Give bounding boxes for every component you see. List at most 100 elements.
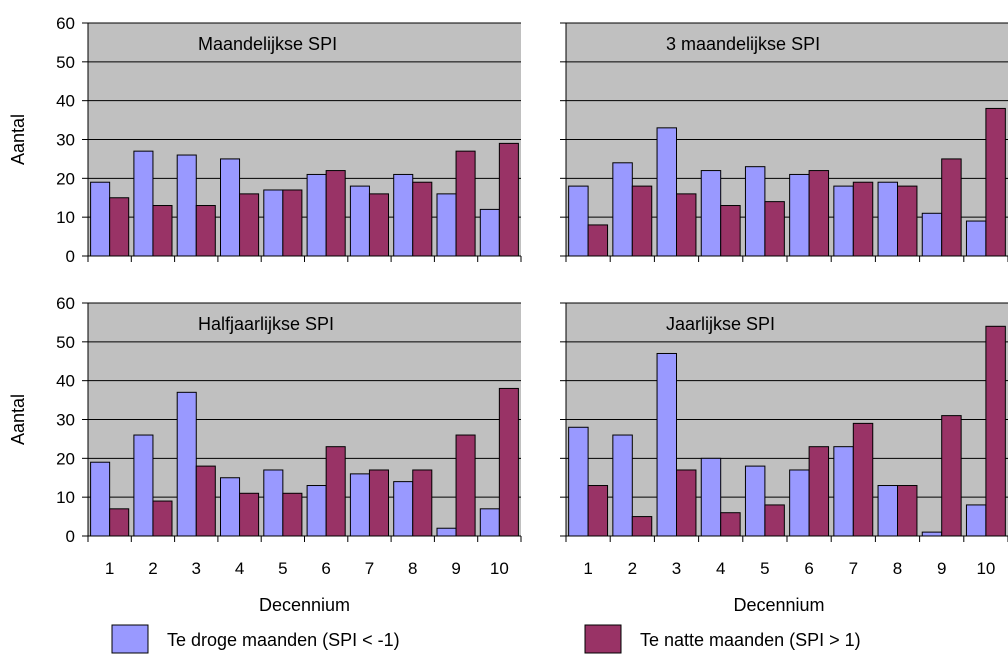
bar-wet	[368, 469, 390, 537]
bar-dry	[612, 434, 633, 537]
y-tick-label: 60	[56, 14, 75, 33]
bar-dry	[479, 208, 500, 257]
y-tick-label: 0	[66, 247, 75, 266]
legend-swatch-wet	[584, 624, 622, 654]
y-tick-label: 50	[56, 333, 75, 352]
bar-dry	[133, 434, 154, 537]
bar-dry	[568, 426, 589, 537]
bar-dry	[744, 465, 766, 537]
legend-swatch-dry	[111, 624, 149, 654]
x-tick-label: 6	[804, 559, 813, 578]
bar-dry	[436, 527, 457, 537]
x-tick-label: 6	[321, 559, 330, 578]
bar-wet	[412, 181, 433, 257]
bar-dry	[220, 158, 241, 257]
x-axis-title: Decennium	[259, 595, 350, 615]
bar-wet	[109, 197, 130, 257]
x-tick-label: 5	[760, 559, 769, 578]
y-tick-label: 40	[56, 92, 75, 111]
bar-dry	[965, 220, 987, 257]
bar-wet	[808, 170, 830, 257]
chart-panel: 0 10 20 30 40 50 60 1 2 3 4 5 6 7 8 9 10 Decennium Halfjaa…	[8, 294, 522, 615]
bar-wet	[676, 469, 697, 537]
y-tick-label: 30	[56, 411, 75, 430]
x-tick-label: 7	[365, 559, 374, 578]
bar-wet	[631, 516, 653, 537]
bar-wet	[195, 465, 216, 537]
x-tick-label: 8	[893, 559, 902, 578]
bar-wet	[455, 434, 476, 537]
bar-dry	[921, 531, 943, 537]
panel-title: Halfjaarlijkse SPI	[198, 314, 334, 334]
bar-wet	[282, 492, 303, 537]
x-tick-label: 9	[451, 559, 460, 578]
bar-dry	[965, 504, 987, 537]
bar-dry	[349, 473, 370, 537]
bar-wet	[325, 170, 346, 257]
y-axis-title: Aantal	[8, 114, 28, 165]
bar-wet	[720, 205, 741, 257]
bar-dry	[789, 469, 810, 537]
bar-wet	[412, 469, 433, 537]
bar-dry	[306, 173, 327, 257]
bar-wet	[109, 508, 130, 537]
bar-wet	[764, 504, 785, 537]
x-tick-label: 3	[672, 559, 681, 578]
bar-wet	[852, 422, 874, 537]
chart-panel: 1 2 3 4 5 6 7 8 9 10 Decennium Jaarlijkse SPI	[560, 302, 1008, 615]
y-tick-label: 40	[56, 372, 75, 391]
bar-wet	[676, 193, 697, 257]
bar-wet	[897, 185, 918, 257]
bar-wet	[587, 224, 609, 257]
bar-wet	[195, 205, 216, 257]
bar-dry	[833, 185, 854, 257]
x-tick-label: 1	[583, 559, 592, 578]
bar-dry	[393, 481, 414, 537]
bar-wet	[808, 446, 830, 537]
bar-wet	[325, 446, 346, 537]
bar-dry	[877, 485, 898, 537]
bar-dry	[220, 477, 241, 537]
bar-wet	[498, 142, 519, 257]
bar-wet	[941, 415, 962, 537]
bar-dry	[393, 173, 414, 257]
bar-wet	[498, 387, 519, 537]
bar-dry	[656, 352, 677, 537]
bar-wet	[897, 485, 918, 537]
x-tick-label: 3	[192, 559, 201, 578]
y-tick-label: 0	[66, 527, 75, 546]
y-tick-label: 10	[56, 488, 75, 507]
y-tick-label: 20	[56, 449, 75, 468]
bar-wet	[152, 500, 173, 537]
bar-wet	[985, 325, 1006, 537]
bar-dry	[436, 193, 457, 257]
chart-panel: 0 10 20 30 40 50 60 Maandelijkse SPI Aantal	[8, 14, 522, 266]
x-tick-label: 9	[937, 559, 946, 578]
bar-dry	[479, 508, 500, 537]
bar-wet	[985, 107, 1006, 257]
bar-wet	[152, 205, 173, 257]
bar-wet	[631, 185, 653, 257]
x-tick-label: 8	[408, 559, 417, 578]
bar-dry	[789, 173, 810, 257]
y-tick-label: 50	[56, 53, 75, 72]
x-tick-label: 1	[105, 559, 114, 578]
panel-title: Maandelijkse SPI	[198, 34, 337, 54]
bar-wet	[720, 512, 741, 537]
x-tick-label: 4	[716, 559, 725, 578]
bar-dry	[612, 162, 633, 257]
y-tick-label: 20	[56, 169, 75, 188]
legend-label-dry: Te droge maanden (SPI < -1)	[167, 630, 400, 650]
chart-panel: 3 maandelijkse SPI	[560, 22, 1008, 262]
bar-dry	[90, 461, 111, 537]
x-tick-label: 5	[278, 559, 287, 578]
bar-dry	[568, 185, 589, 257]
bar-dry	[263, 189, 284, 257]
bar-dry	[176, 154, 197, 257]
x-axis-title: Decennium	[733, 595, 824, 615]
bar-dry	[349, 185, 370, 257]
x-tick-label: 10	[490, 559, 509, 578]
bar-dry	[744, 166, 766, 257]
legend: Te droge maanden (SPI < -1) Te natte maa…	[111, 624, 861, 654]
